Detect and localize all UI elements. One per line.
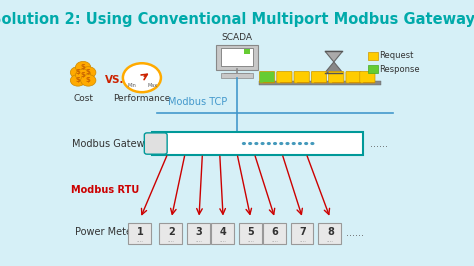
Circle shape	[298, 142, 302, 145]
Text: Modbus Gateway: Modbus Gateway	[72, 139, 156, 148]
Circle shape	[123, 63, 161, 92]
Circle shape	[254, 142, 258, 145]
FancyBboxPatch shape	[328, 71, 344, 83]
Text: $: $	[81, 72, 85, 78]
Circle shape	[81, 74, 96, 86]
FancyBboxPatch shape	[318, 223, 341, 244]
Circle shape	[310, 142, 314, 145]
Text: 8: 8	[327, 227, 334, 237]
FancyBboxPatch shape	[244, 49, 250, 54]
Text: ....: ....	[219, 238, 227, 243]
FancyBboxPatch shape	[291, 223, 313, 244]
Text: ....: ....	[168, 238, 175, 243]
Text: 3: 3	[196, 227, 202, 237]
Text: Max: Max	[147, 83, 157, 88]
Circle shape	[75, 69, 91, 81]
Text: ......: ......	[370, 139, 388, 148]
Text: Request: Request	[380, 51, 414, 60]
Text: Min: Min	[127, 83, 136, 88]
Text: 2: 2	[168, 227, 174, 237]
FancyBboxPatch shape	[259, 81, 381, 85]
Text: Power Meter: Power Meter	[75, 227, 136, 237]
Text: 7: 7	[300, 227, 306, 237]
Circle shape	[81, 67, 96, 78]
Text: $: $	[86, 69, 91, 76]
Text: Modbus RTU: Modbus RTU	[72, 185, 140, 195]
Circle shape	[304, 142, 308, 145]
Text: $: $	[75, 77, 81, 83]
FancyBboxPatch shape	[368, 52, 378, 60]
Text: SCADA: SCADA	[221, 33, 253, 42]
FancyBboxPatch shape	[311, 71, 327, 83]
Text: ....: ....	[137, 238, 144, 243]
FancyBboxPatch shape	[263, 223, 286, 244]
Text: ......: ......	[346, 228, 364, 238]
Text: ....: ....	[299, 238, 306, 243]
Circle shape	[242, 142, 246, 145]
Text: ....: ....	[327, 238, 334, 243]
FancyBboxPatch shape	[277, 71, 292, 83]
Polygon shape	[325, 62, 343, 72]
FancyBboxPatch shape	[187, 223, 210, 244]
Text: 4: 4	[220, 227, 227, 237]
Circle shape	[70, 67, 85, 78]
Text: Modbus TCP: Modbus TCP	[168, 97, 227, 107]
Text: ....: ....	[195, 238, 202, 243]
FancyBboxPatch shape	[239, 223, 262, 244]
FancyBboxPatch shape	[294, 71, 309, 83]
Text: $: $	[75, 69, 81, 76]
Circle shape	[261, 142, 264, 145]
Text: 1: 1	[137, 227, 144, 237]
Text: 6: 6	[272, 227, 278, 237]
Text: $: $	[81, 64, 85, 70]
Text: $: $	[86, 77, 91, 83]
FancyBboxPatch shape	[221, 48, 253, 66]
Circle shape	[248, 142, 252, 145]
FancyBboxPatch shape	[128, 223, 151, 244]
Polygon shape	[325, 51, 343, 62]
Text: 5: 5	[247, 227, 254, 237]
FancyBboxPatch shape	[221, 73, 253, 78]
Text: Cost: Cost	[73, 94, 93, 103]
FancyBboxPatch shape	[152, 132, 363, 155]
FancyBboxPatch shape	[216, 45, 258, 70]
Circle shape	[70, 74, 85, 86]
FancyBboxPatch shape	[211, 223, 234, 244]
Circle shape	[75, 61, 91, 73]
Text: ....: ....	[247, 238, 255, 243]
Circle shape	[292, 142, 296, 145]
Circle shape	[285, 142, 290, 145]
Text: Solution 2: Using Conventional Multiport Modbus Gateways: Solution 2: Using Conventional Multiport…	[0, 12, 474, 27]
Text: VS.: VS.	[104, 75, 124, 85]
Text: ....: ....	[272, 238, 279, 243]
FancyBboxPatch shape	[159, 223, 182, 244]
FancyBboxPatch shape	[144, 133, 167, 154]
Text: Response: Response	[380, 65, 420, 73]
Circle shape	[279, 142, 283, 145]
FancyBboxPatch shape	[368, 65, 378, 73]
FancyBboxPatch shape	[360, 71, 375, 83]
Circle shape	[267, 142, 271, 145]
Circle shape	[273, 142, 277, 145]
FancyBboxPatch shape	[259, 71, 275, 83]
FancyBboxPatch shape	[346, 71, 361, 83]
Text: Performance: Performance	[113, 94, 171, 103]
